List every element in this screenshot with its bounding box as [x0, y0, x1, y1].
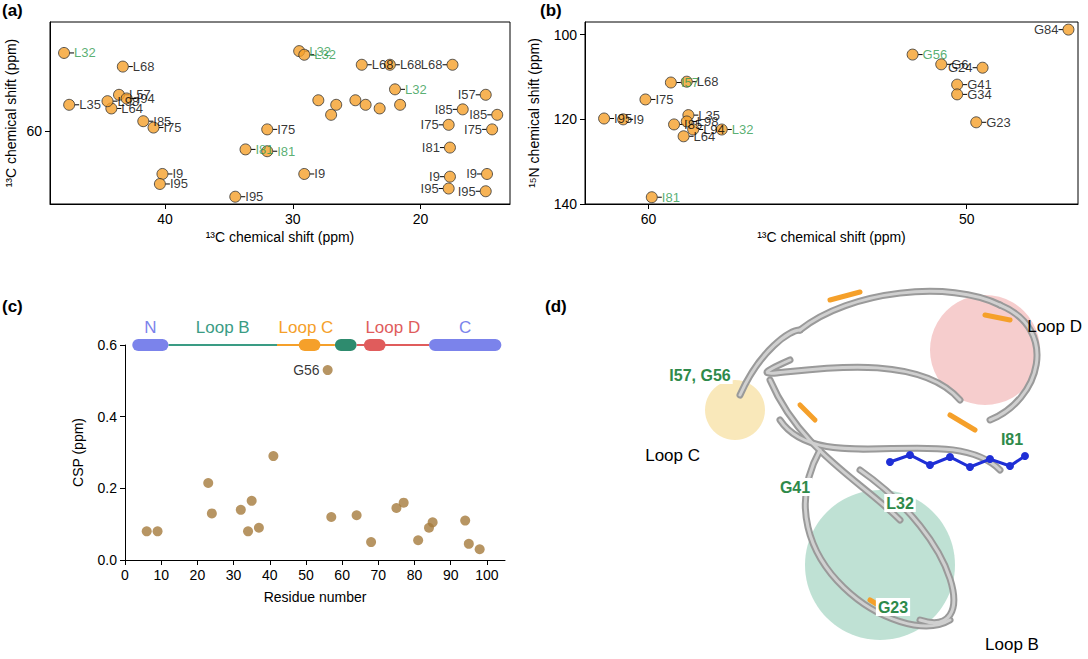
svg-text:I9: I9 — [466, 166, 477, 181]
svg-text:¹³C chemical shift (ppm): ¹³C chemical shift (ppm) — [757, 229, 906, 245]
svg-text:I94: I94 — [137, 91, 155, 106]
svg-text:G23: G23 — [986, 115, 1011, 130]
svg-text:I81: I81 — [422, 140, 440, 155]
svg-text:Loop D: Loop D — [1027, 317, 1082, 336]
svg-text:I95: I95 — [170, 176, 188, 191]
svg-text:I57: I57 — [458, 87, 476, 102]
svg-text:I81: I81 — [277, 144, 295, 159]
svg-text:G41: G41 — [780, 479, 810, 496]
svg-text:I81: I81 — [662, 190, 680, 205]
svg-text:(b): (b) — [540, 1, 562, 20]
svg-text:Loop C: Loop C — [645, 446, 700, 465]
svg-text:100: 100 — [554, 27, 578, 43]
svg-text:0.0: 0.0 — [98, 552, 118, 568]
svg-text:I75: I75 — [421, 117, 439, 132]
svg-text:I95: I95 — [421, 181, 439, 196]
svg-text:G84: G84 — [1034, 22, 1059, 37]
svg-text:Loop B: Loop B — [985, 635, 1039, 654]
svg-text:L32: L32 — [732, 122, 754, 137]
svg-text:(a): (a) — [2, 1, 23, 20]
svg-text:L32: L32 — [405, 82, 427, 97]
svg-text:Loop C: Loop C — [279, 318, 334, 337]
svg-text:G56: G56 — [293, 362, 320, 378]
svg-text:L68: L68 — [421, 57, 443, 72]
svg-text:I95: I95 — [245, 189, 263, 204]
svg-text:(c): (c) — [2, 297, 23, 316]
svg-text:0: 0 — [121, 567, 129, 583]
svg-text:L68: L68 — [133, 59, 155, 74]
svg-text:G34: G34 — [967, 87, 992, 102]
svg-text:I85: I85 — [435, 102, 453, 117]
svg-text:L32: L32 — [314, 47, 336, 62]
svg-text:10: 10 — [153, 567, 169, 583]
svg-text:0.6: 0.6 — [98, 337, 118, 353]
svg-text:I95: I95 — [614, 111, 632, 126]
svg-text:Loop B: Loop B — [196, 318, 250, 337]
svg-text:L98: L98 — [118, 94, 140, 109]
svg-text:(d): (d) — [545, 297, 567, 316]
svg-text:I57, G56: I57, G56 — [669, 367, 730, 384]
svg-text:I75: I75 — [164, 120, 182, 135]
svg-text:¹⁵N chemical shift (ppm): ¹⁵N chemical shift (ppm) — [526, 38, 542, 188]
svg-text:L68: L68 — [400, 57, 422, 72]
svg-text:40: 40 — [157, 211, 173, 227]
svg-text:60: 60 — [26, 123, 42, 139]
svg-text:G24: G24 — [948, 60, 973, 75]
svg-text:100: 100 — [475, 567, 499, 583]
svg-text:0.2: 0.2 — [98, 480, 118, 496]
svg-text:L68: L68 — [697, 74, 719, 89]
svg-text:60: 60 — [334, 567, 350, 583]
svg-text:I75: I75 — [464, 122, 482, 137]
svg-text:50: 50 — [298, 567, 314, 583]
svg-text:20: 20 — [413, 211, 429, 227]
svg-text:G23: G23 — [878, 599, 908, 616]
svg-text:I81: I81 — [256, 142, 274, 157]
svg-text:C: C — [459, 318, 471, 337]
svg-text:I9: I9 — [314, 166, 325, 181]
svg-text:I75: I75 — [655, 92, 673, 107]
svg-text:¹³C chemical shift (ppm): ¹³C chemical shift (ppm) — [206, 229, 355, 245]
svg-text:I9: I9 — [633, 112, 644, 127]
svg-text:Residue number: Residue number — [264, 589, 367, 605]
svg-text:30: 30 — [285, 211, 301, 227]
svg-text:N: N — [144, 318, 156, 337]
svg-text:I81: I81 — [1001, 431, 1023, 448]
svg-text:20: 20 — [190, 567, 206, 583]
svg-text:90: 90 — [443, 567, 459, 583]
svg-text:60: 60 — [641, 211, 657, 227]
svg-text:¹³C chemical shift (ppm): ¹³C chemical shift (ppm) — [3, 39, 19, 188]
svg-text:I85: I85 — [469, 107, 487, 122]
svg-text:CSP (ppm): CSP (ppm) — [70, 418, 86, 487]
svg-text:70: 70 — [371, 567, 387, 583]
svg-text:0.4: 0.4 — [98, 409, 118, 425]
svg-text:Loop D: Loop D — [365, 318, 420, 337]
svg-text:120: 120 — [554, 111, 578, 127]
svg-text:40: 40 — [262, 567, 278, 583]
svg-text:G56: G56 — [923, 47, 948, 62]
svg-text:L64: L64 — [694, 129, 716, 144]
svg-text:L35: L35 — [79, 97, 101, 112]
svg-text:L68: L68 — [372, 57, 394, 72]
svg-text:30: 30 — [226, 567, 242, 583]
svg-text:L32: L32 — [886, 495, 914, 512]
svg-text:L32: L32 — [74, 45, 96, 60]
svg-text:50: 50 — [959, 211, 975, 227]
svg-text:80: 80 — [407, 567, 423, 583]
svg-text:I95: I95 — [458, 184, 476, 199]
svg-text:I75: I75 — [277, 122, 295, 137]
svg-text:140: 140 — [554, 196, 578, 212]
